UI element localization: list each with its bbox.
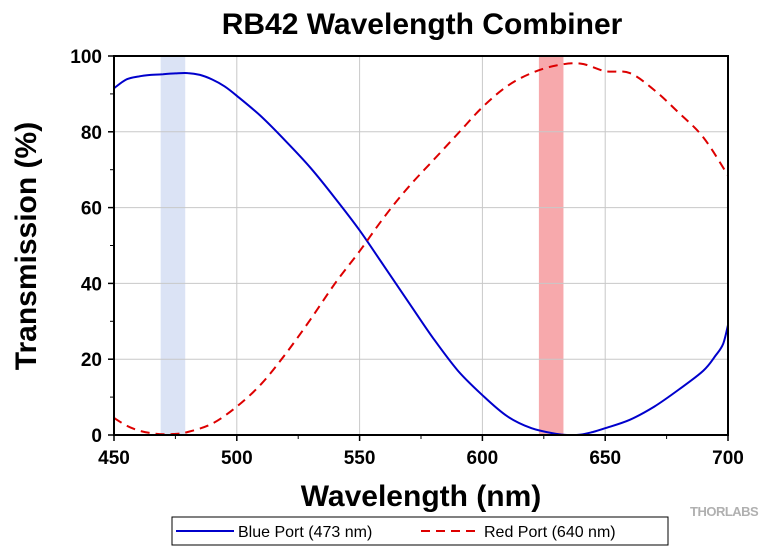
y-tick-label: 40 [81, 274, 102, 295]
y-tick-label: 80 [81, 123, 102, 144]
x-tick-label: 650 [589, 448, 621, 469]
y-tick-label: 60 [81, 199, 102, 220]
y-tick-label: 0 [91, 426, 102, 447]
plot-frame [113, 55, 729, 436]
series-line-red-port [113, 62, 729, 436]
legend-label-blue-port: Blue Port (473 nm) [238, 524, 372, 541]
x-tick-label: 450 [98, 448, 130, 469]
legend-label-red-port: Red Port (640 nm) [484, 524, 616, 541]
x-axis-title: Wavelength (nm) [301, 480, 542, 513]
thorlabs-logo: THORLABS [690, 504, 759, 519]
x-tick-label: 500 [221, 448, 253, 469]
series-line-blue-port [113, 71, 729, 437]
highlight-bands [160, 56, 564, 435]
grid-lines [114, 56, 728, 435]
x-tick-label: 550 [344, 448, 376, 469]
highlight-band-1 [538, 56, 564, 435]
chart-title: RB42 Wavelength Combiner [222, 8, 623, 41]
x-tick-label: 600 [467, 448, 499, 469]
y-tick-label: 20 [81, 350, 102, 371]
x-tick-label: 700 [712, 448, 744, 469]
axis-ticks [108, 55, 729, 441]
legend: Blue Port (473 nm) Red Port (640 nm) [171, 516, 669, 546]
legend-box [171, 516, 669, 546]
y-axis-title: Transmission (%) [10, 122, 43, 370]
highlight-band-0 [160, 56, 186, 435]
series-layer [113, 62, 729, 437]
y-tick-label: 100 [70, 47, 102, 68]
tick-labels: 450 500 550 600 650 700 0 20 40 60 80 100 [70, 47, 744, 469]
